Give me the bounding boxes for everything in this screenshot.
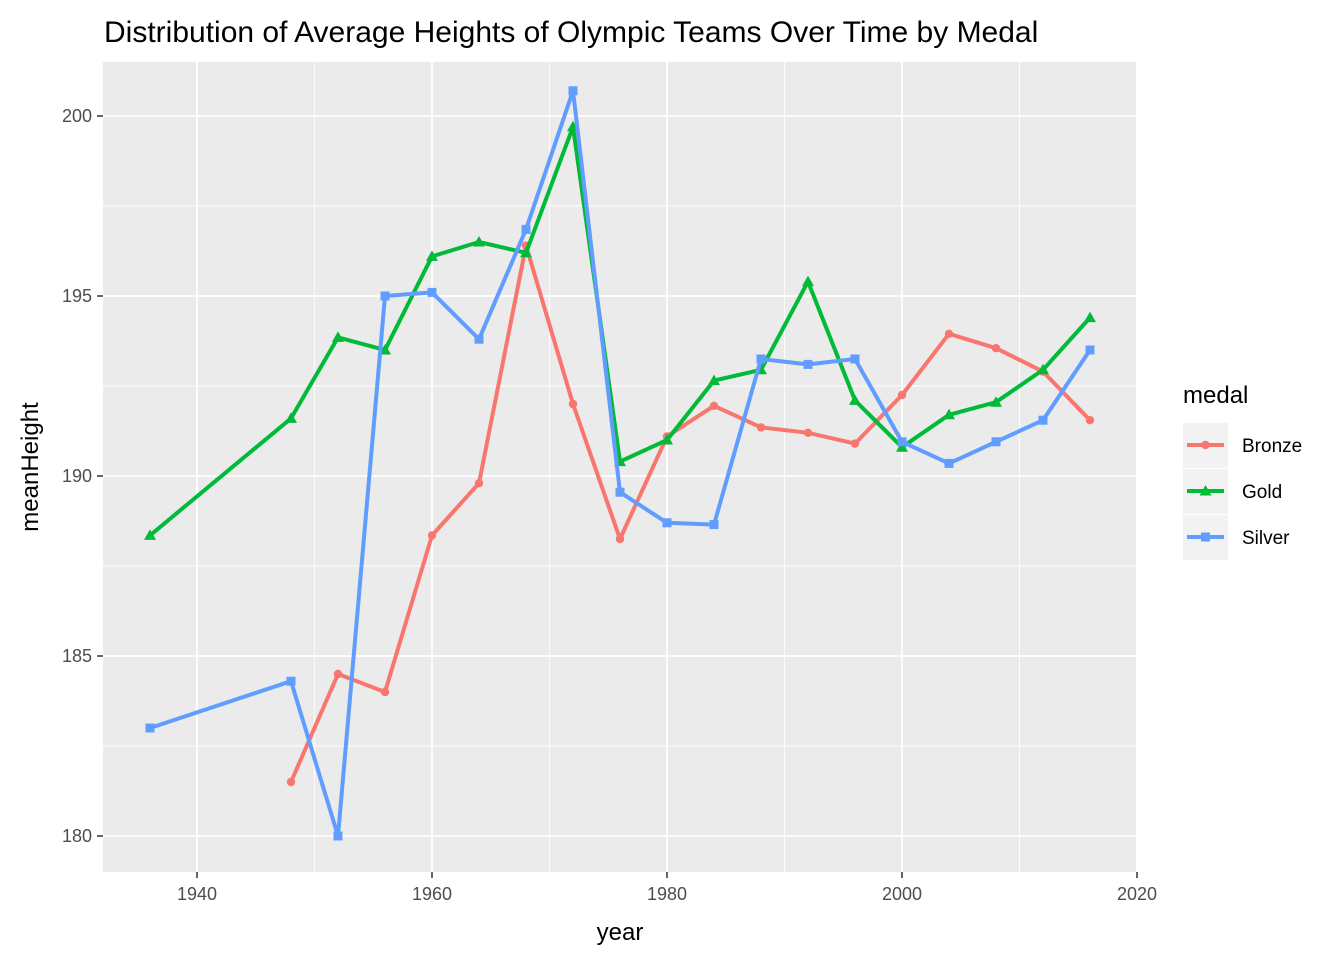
point-silver [333,831,343,841]
x-tick-label: 1980 [647,884,687,904]
legend-title: medal [1183,382,1248,409]
y-tick-label: 190 [62,466,92,486]
y-tick-label: 185 [62,646,92,666]
y-tick-label: 180 [62,826,92,846]
legend-key-marker [1201,440,1210,450]
point-bronze [850,439,860,448]
point-gold [285,412,297,423]
point-silver [803,359,813,369]
x-tick-label: 2000 [882,884,922,904]
y-axis-title: meanHeight [17,402,44,532]
y-tick-label: 195 [62,286,92,306]
legend: medal Bronze Gold Silver [1183,382,1302,560]
point-gold [473,236,485,247]
point-silver [615,487,625,497]
legend-item-gold: Gold [1183,469,1282,514]
point-gold [708,374,720,386]
minor-gridlines [103,62,1137,872]
point-bronze [897,390,907,400]
point-silver [286,676,296,686]
legend-label-silver: Silver [1242,528,1290,549]
point-silver [568,86,578,96]
x-tick-label: 1960 [412,884,452,904]
point-silver [944,458,954,468]
point-silver [145,723,155,733]
point-silver [380,291,390,301]
x-tick-label: 2020 [1117,884,1157,904]
point-bronze [709,401,719,410]
point-silver [1085,345,1095,355]
y-tick-label: 200 [62,106,92,126]
point-gold [144,529,156,540]
point-gold [520,246,532,258]
x-tick-label: 1940 [177,884,217,904]
point-silver [756,354,766,364]
point-bronze [568,399,578,409]
point-gold [661,434,673,445]
point-bronze [474,479,484,488]
point-bronze [333,669,343,679]
point-bronze [991,344,1001,353]
legend-key-marker [1201,532,1210,542]
point-bronze [756,423,766,432]
legend-items: Bronze Gold Silver [1183,423,1302,560]
point-silver [1038,415,1048,425]
point-bronze [944,329,954,338]
point-silver [709,520,719,530]
point-silver [474,334,484,344]
point-bronze [380,687,390,697]
point-bronze [615,534,625,544]
point-gold [1037,363,1049,375]
point-gold [990,396,1002,407]
point-gold [332,331,344,342]
x-axis: 1940 1960 1980 2000 2020 [177,872,1157,904]
chart-title: Distribution of Average Heights of Olymp… [104,16,1038,49]
legend-item-bronze: Bronze [1183,423,1302,468]
legend-key-marker [1199,485,1212,496]
point-gold [1084,311,1096,323]
point-bronze [1085,416,1095,425]
x-axis-title: year [597,919,644,946]
point-silver [662,518,672,528]
point-gold [943,408,955,420]
plot-panel [103,62,1137,872]
series-line-bronze [289,243,1092,783]
point-bronze [286,777,296,787]
series-gold [144,120,1096,540]
point-silver [521,224,531,234]
major-gridlines [103,62,1138,872]
legend-item-silver: Silver [1183,515,1290,560]
point-silver [897,437,907,447]
point-gold [896,441,908,452]
point-silver [427,287,437,297]
y-axis: 180 185 190 195 200 [62,106,103,846]
point-gold [802,275,814,287]
point-bronze [803,428,813,437]
legend-label-bronze: Bronze [1242,436,1302,457]
legend-label-gold: Gold [1242,482,1282,503]
point-gold [426,250,438,261]
point-silver [850,354,860,364]
point-bronze [427,531,437,540]
point-silver [991,437,1001,447]
series-layer [144,86,1096,841]
point-gold [849,394,861,405]
series-silver [145,86,1095,841]
